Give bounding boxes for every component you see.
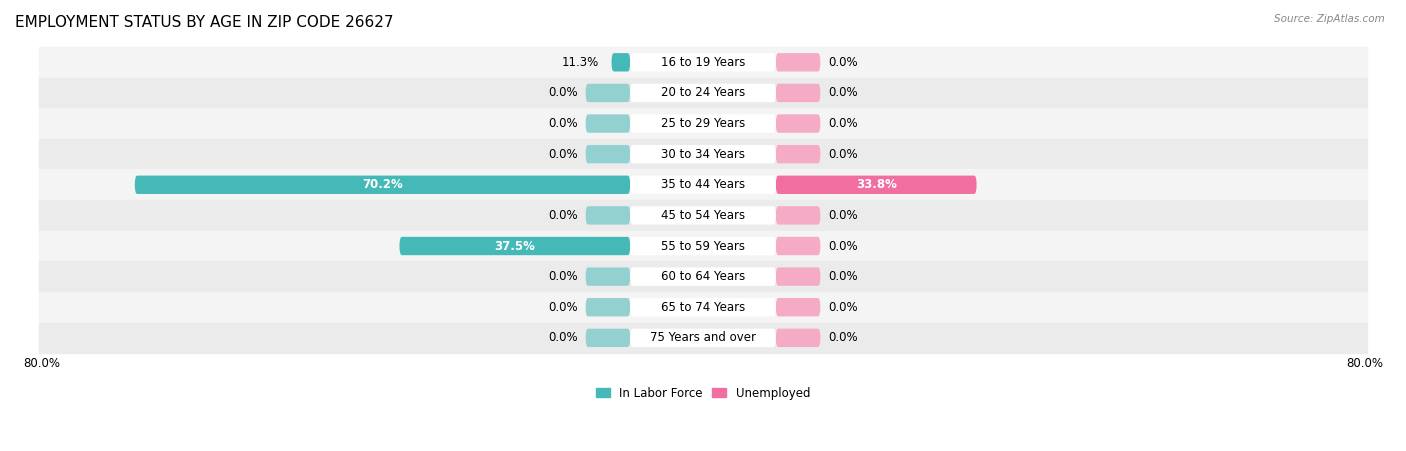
- FancyBboxPatch shape: [135, 175, 630, 194]
- Text: 0.0%: 0.0%: [828, 301, 858, 314]
- Text: 45 to 54 Years: 45 to 54 Years: [661, 209, 745, 222]
- Text: 0.0%: 0.0%: [548, 209, 578, 222]
- Text: 0.0%: 0.0%: [828, 147, 858, 161]
- Text: 65 to 74 Years: 65 to 74 Years: [661, 301, 745, 314]
- FancyBboxPatch shape: [39, 322, 1367, 353]
- FancyBboxPatch shape: [630, 267, 776, 286]
- Text: 0.0%: 0.0%: [828, 270, 858, 283]
- Legend: In Labor Force, Unemployed: In Labor Force, Unemployed: [591, 382, 815, 404]
- Text: 0.0%: 0.0%: [828, 331, 858, 345]
- FancyBboxPatch shape: [630, 53, 776, 72]
- Text: 16 to 19 Years: 16 to 19 Years: [661, 56, 745, 69]
- Text: 0.0%: 0.0%: [548, 87, 578, 99]
- FancyBboxPatch shape: [630, 145, 776, 163]
- FancyBboxPatch shape: [776, 53, 820, 72]
- FancyBboxPatch shape: [776, 115, 820, 133]
- FancyBboxPatch shape: [776, 206, 820, 225]
- FancyBboxPatch shape: [630, 298, 776, 317]
- FancyBboxPatch shape: [776, 145, 820, 163]
- FancyBboxPatch shape: [776, 84, 820, 102]
- Text: 33.8%: 33.8%: [856, 178, 897, 191]
- Text: 0.0%: 0.0%: [548, 331, 578, 345]
- FancyBboxPatch shape: [39, 261, 1367, 292]
- Text: 0.0%: 0.0%: [828, 239, 858, 253]
- FancyBboxPatch shape: [776, 175, 977, 194]
- Text: 0.0%: 0.0%: [548, 117, 578, 130]
- FancyBboxPatch shape: [39, 292, 1367, 322]
- FancyBboxPatch shape: [39, 47, 1367, 78]
- Text: 55 to 59 Years: 55 to 59 Years: [661, 239, 745, 253]
- Text: 0.0%: 0.0%: [828, 117, 858, 130]
- FancyBboxPatch shape: [586, 329, 630, 347]
- Text: 0.0%: 0.0%: [828, 56, 858, 69]
- FancyBboxPatch shape: [39, 78, 1367, 108]
- Text: EMPLOYMENT STATUS BY AGE IN ZIP CODE 26627: EMPLOYMENT STATUS BY AGE IN ZIP CODE 266…: [15, 15, 394, 30]
- FancyBboxPatch shape: [586, 115, 630, 133]
- Text: 0.0%: 0.0%: [548, 147, 578, 161]
- FancyBboxPatch shape: [630, 84, 776, 102]
- FancyBboxPatch shape: [776, 237, 820, 255]
- FancyBboxPatch shape: [586, 206, 630, 225]
- FancyBboxPatch shape: [39, 200, 1367, 231]
- Text: 30 to 34 Years: 30 to 34 Years: [661, 147, 745, 161]
- FancyBboxPatch shape: [586, 267, 630, 286]
- FancyBboxPatch shape: [630, 237, 776, 255]
- FancyBboxPatch shape: [612, 53, 630, 72]
- FancyBboxPatch shape: [39, 108, 1367, 139]
- FancyBboxPatch shape: [586, 84, 630, 102]
- Text: 80.0%: 80.0%: [22, 357, 60, 370]
- Text: 35 to 44 Years: 35 to 44 Years: [661, 178, 745, 191]
- FancyBboxPatch shape: [630, 206, 776, 225]
- FancyBboxPatch shape: [39, 170, 1367, 200]
- Text: 20 to 24 Years: 20 to 24 Years: [661, 87, 745, 99]
- Text: 60 to 64 Years: 60 to 64 Years: [661, 270, 745, 283]
- Text: Source: ZipAtlas.com: Source: ZipAtlas.com: [1274, 14, 1385, 23]
- FancyBboxPatch shape: [39, 139, 1367, 170]
- FancyBboxPatch shape: [39, 231, 1367, 261]
- FancyBboxPatch shape: [776, 298, 820, 317]
- FancyBboxPatch shape: [776, 267, 820, 286]
- Text: 75 Years and over: 75 Years and over: [650, 331, 756, 345]
- Text: 25 to 29 Years: 25 to 29 Years: [661, 117, 745, 130]
- Text: 0.0%: 0.0%: [548, 301, 578, 314]
- FancyBboxPatch shape: [586, 298, 630, 317]
- Text: 0.0%: 0.0%: [828, 87, 858, 99]
- Text: 0.0%: 0.0%: [828, 209, 858, 222]
- Text: 80.0%: 80.0%: [1346, 357, 1384, 370]
- Text: 37.5%: 37.5%: [495, 239, 536, 253]
- Text: 70.2%: 70.2%: [363, 178, 404, 191]
- Text: 0.0%: 0.0%: [548, 270, 578, 283]
- FancyBboxPatch shape: [630, 329, 776, 347]
- FancyBboxPatch shape: [630, 175, 776, 194]
- FancyBboxPatch shape: [776, 329, 820, 347]
- FancyBboxPatch shape: [399, 237, 630, 255]
- FancyBboxPatch shape: [630, 115, 776, 133]
- FancyBboxPatch shape: [586, 145, 630, 163]
- Text: 11.3%: 11.3%: [562, 56, 599, 69]
